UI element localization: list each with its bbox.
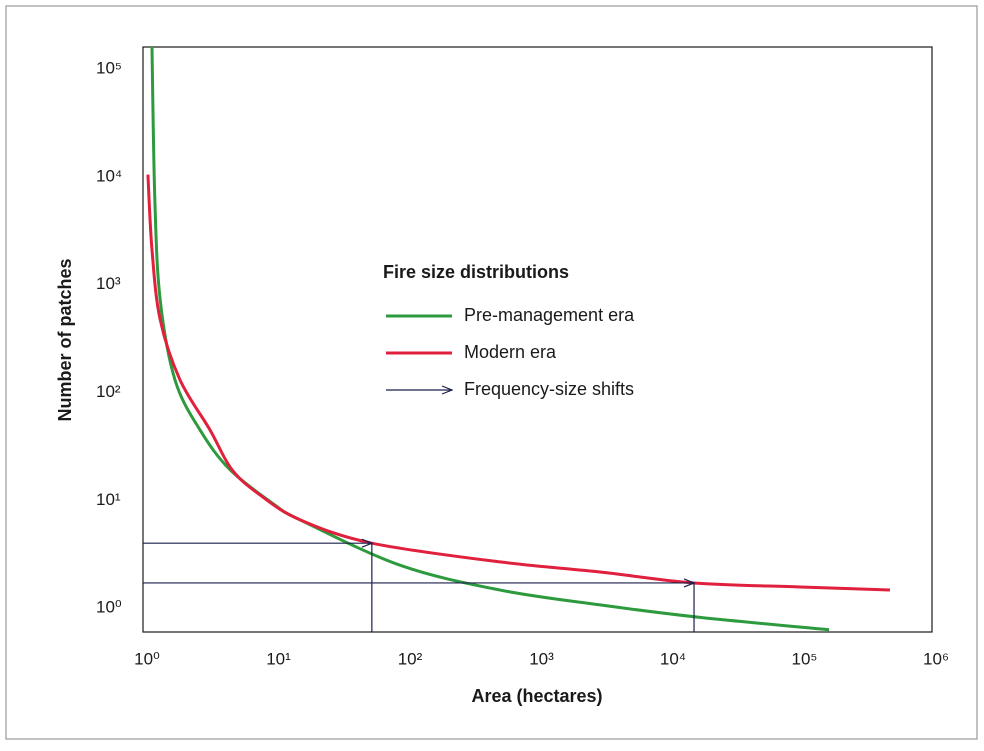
- x-tick-label: 10³: [529, 649, 554, 668]
- outer-frame: [5, 5, 978, 740]
- y-tick-label: 10¹: [96, 490, 121, 509]
- legend-title: Fire size distributions: [383, 262, 569, 282]
- series-line: [150, 47, 830, 632]
- legend-label: Pre-management era: [464, 305, 635, 325]
- x-tick-label: 10⁵: [792, 649, 818, 668]
- y-tick-label: 10⁴: [96, 166, 122, 185]
- x-tick-label: 10⁰: [134, 649, 160, 668]
- y-tick-label: 10³: [96, 274, 121, 293]
- legend-label: Modern era: [464, 342, 557, 362]
- x-tick-label: 10⁶: [923, 649, 949, 668]
- y-axis-title: Number of patches: [55, 258, 75, 421]
- x-axis-title: Area (hectares): [471, 686, 602, 706]
- x-tick-label: 10¹: [266, 649, 291, 668]
- y-tick-label: 10⁰: [96, 598, 122, 617]
- y-tick-label: 10⁵: [96, 58, 122, 77]
- x-tick-label: 10⁴: [660, 649, 686, 668]
- y-tick-label: 10²: [96, 382, 121, 401]
- plot-frame: [142, 46, 933, 633]
- plot-lines: [146, 47, 891, 632]
- legend-label: Frequency-size shifts: [464, 379, 634, 399]
- x-tick-label: 10²: [398, 649, 423, 668]
